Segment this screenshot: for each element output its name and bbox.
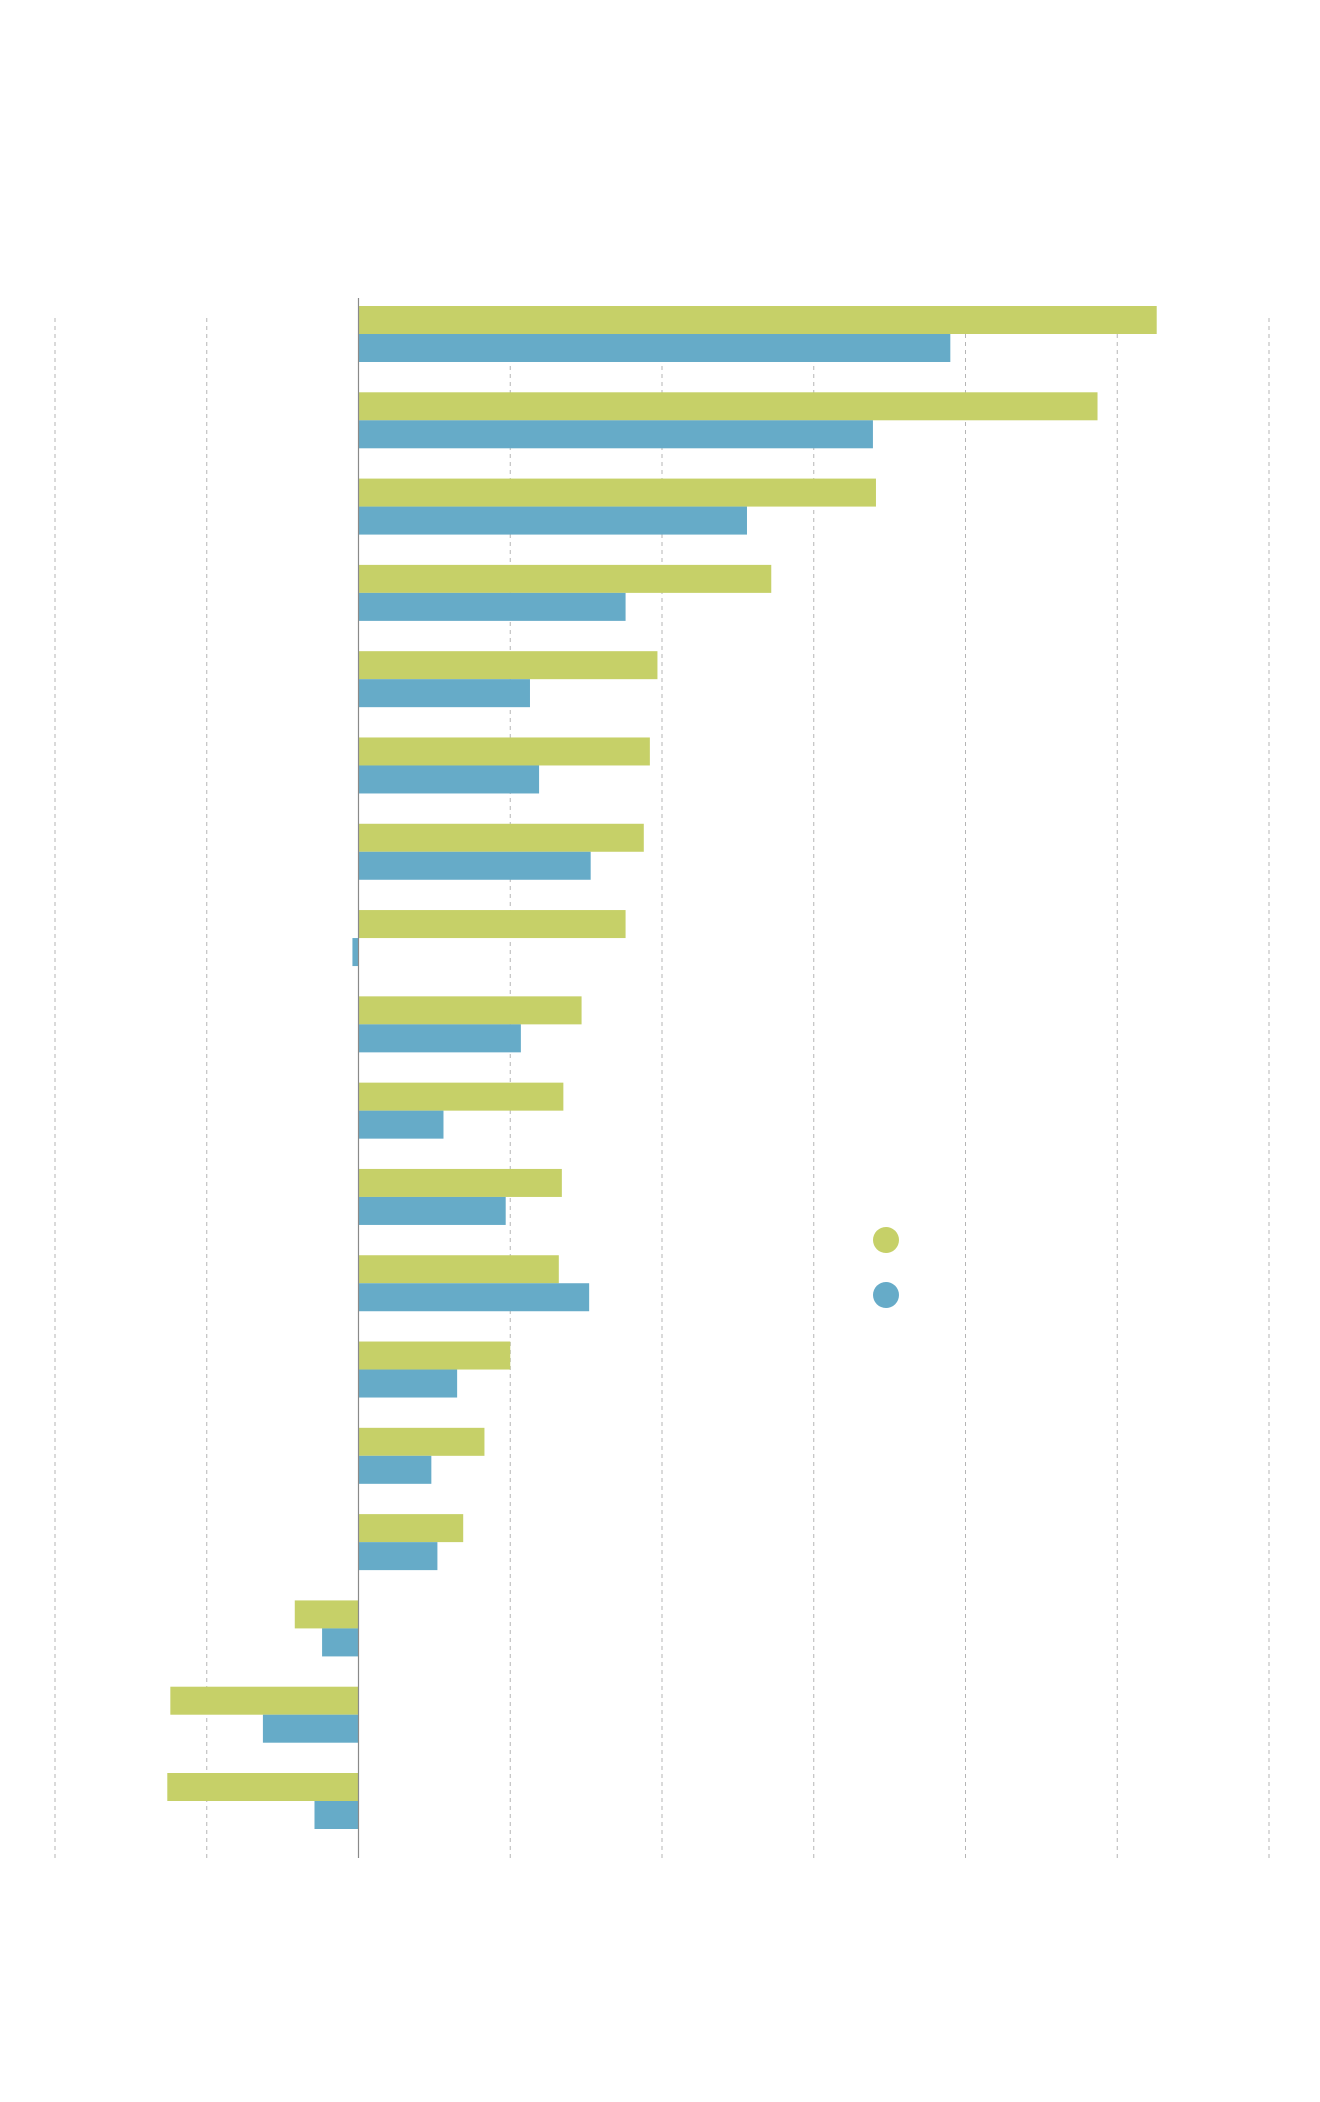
legend-marker-series-2	[873, 1282, 899, 1308]
bar-series-2-row-10	[358, 1110, 444, 1139]
bar-series-2-row-18	[314, 1801, 359, 1829]
bar-series-1-row-4	[358, 564, 772, 593]
bar-series-1-row-2	[358, 392, 1098, 421]
bar-series-1-row-18	[167, 1773, 359, 1801]
bar-series-2-row-6	[358, 765, 540, 794]
bar-series-2-row-9	[358, 1024, 521, 1053]
bar-series-1-row-17	[170, 1686, 359, 1715]
bar-series-1-row-1	[358, 306, 1157, 334]
bar-series-1-row-14	[358, 1427, 485, 1456]
legend	[873, 1227, 899, 1308]
bar-series-2-row-3	[358, 506, 747, 535]
bar-series-2-row-1	[358, 334, 951, 362]
bar-series-2-row-13	[358, 1369, 458, 1398]
bar-series-2-row-8	[352, 938, 359, 967]
bar-series-1-row-15	[358, 1514, 464, 1543]
bar-series-1-row-7	[358, 823, 644, 852]
bar-series-2-row-7	[358, 851, 591, 880]
bar-series-1-row-5	[358, 651, 658, 680]
gridlines	[54, 318, 1270, 1858]
bar-series-1-row-10	[358, 1082, 564, 1111]
bar-series-2-row-12	[358, 1283, 590, 1312]
bar-series-1-row-9	[358, 996, 582, 1025]
bar-series-2-row-15	[358, 1542, 438, 1571]
bar-series-1-row-3	[358, 478, 876, 507]
bar-series-2-row-16	[322, 1628, 359, 1657]
bar-series-1-row-12	[358, 1255, 559, 1284]
bar-series-2-row-14	[358, 1455, 432, 1484]
bar-series-1-row-6	[358, 737, 650, 766]
bar-series-1-row-11	[358, 1168, 562, 1197]
bars	[167, 306, 1157, 1829]
bar-series-2-row-17	[262, 1714, 359, 1743]
bar-series-2-row-5	[358, 679, 530, 708]
bar-series-2-row-2	[358, 420, 873, 449]
bar-series-2-row-4	[358, 592, 626, 621]
bar-series-2-row-11	[358, 1196, 506, 1225]
bar-series-1-row-16	[294, 1600, 359, 1629]
bar-series-1-row-8	[358, 910, 626, 939]
bar-series-1-row-13	[358, 1341, 511, 1370]
legend-marker-series-1	[873, 1227, 899, 1253]
